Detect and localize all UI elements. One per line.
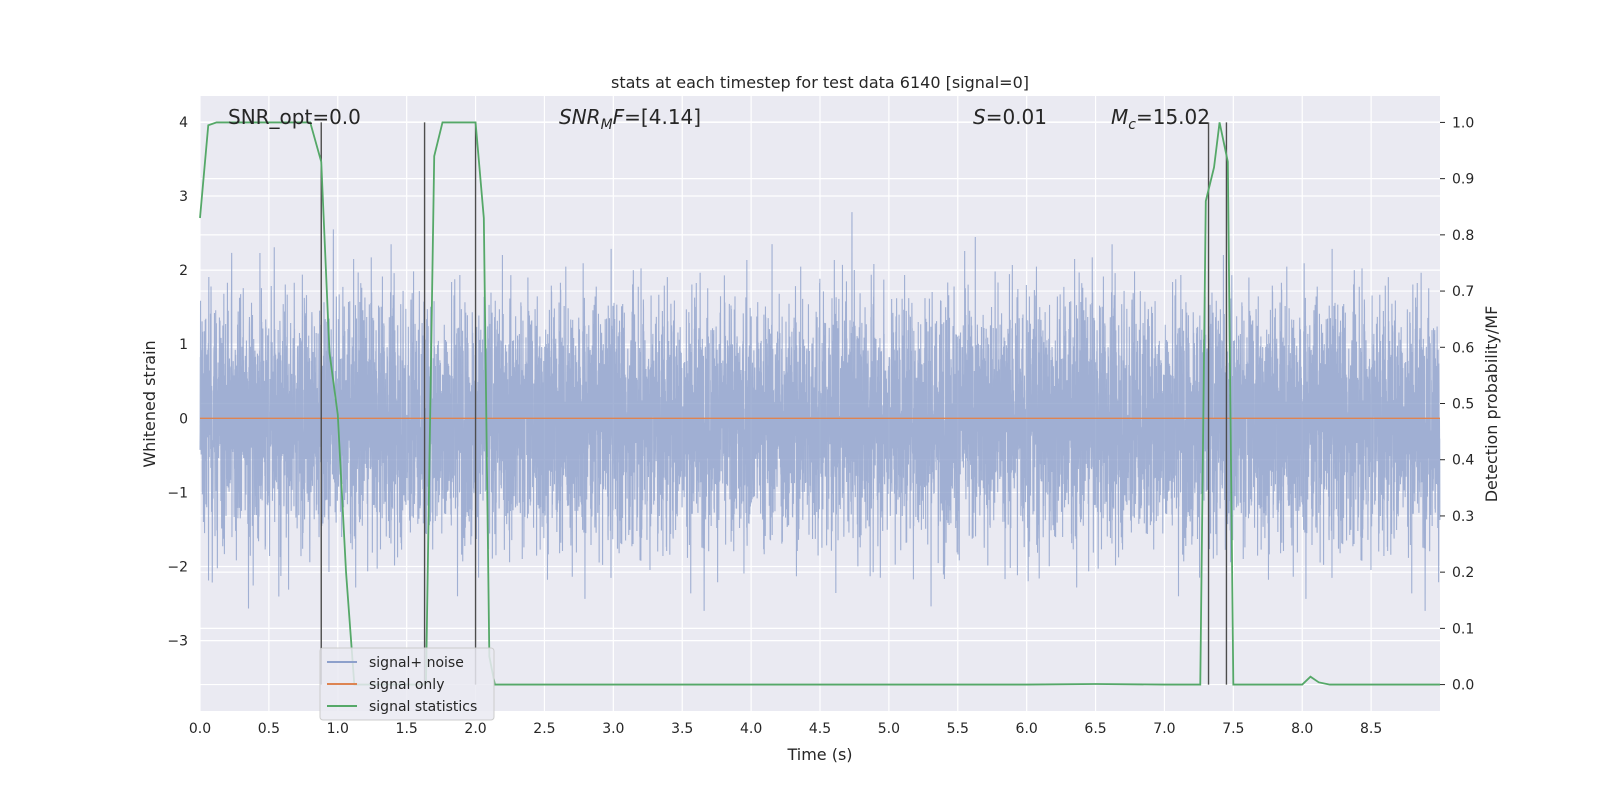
legend-box [319,647,495,721]
x-tick-label: 5.5 [947,721,969,737]
y-tick-label-right: 0.2 [1452,565,1474,581]
annotation-snr-mf-value: =[4.14] [624,105,701,129]
x-tick-label: 7.0 [1153,721,1175,737]
x-tick-label: 0.0 [189,721,211,737]
annotation-s-value: =0.01 [986,105,1047,129]
y-tick-label: 4 [179,115,188,131]
chart-title: stats at each timestep for test data 614… [611,73,1029,92]
x-tick-label: 8.5 [1360,721,1382,737]
x-tick-label: 1.0 [327,721,349,737]
signal-statistics-line [199,121,1440,686]
y-tick-label: 0 [179,411,188,427]
y-tick-label-right: 0.8 [1452,228,1474,244]
x-tick-label: 0.5 [258,721,280,737]
y-axis-label: Whitened strain [140,340,159,467]
y-tick-label-right: 0.5 [1452,397,1474,413]
legend-label-signal-statistics: signal statistics [369,699,477,715]
x-tick-label: 3.5 [671,721,693,737]
signal-statistics-series [199,121,1440,686]
x-tick-labels: 0.0 0.5 1.0 1.5 2.0 2.5 3.0 3.5 4.0 4.5 5.0 5.5 6.0 6… [189,721,1382,737]
y-tick-label-right: 0.6 [1452,340,1474,356]
x-tick-label: 6.5 [1084,721,1106,737]
signal-noise-series [199,212,1441,611]
annotation-snr-opt: SNR_opt=0.0 [228,105,361,129]
y-tick-label: 2 [179,263,188,279]
x-axis-label: Time (s) [786,745,852,764]
x-tick-label: 3.0 [602,721,624,737]
x-tick-label: 4.5 [809,721,831,737]
y-tick-label: 1 [179,337,188,353]
annotation-mc: Mc=15.02 [1111,105,1210,133]
annotation-s: S=0.01 [973,105,1047,129]
y-tick-label: −3 [167,634,188,650]
annotation-mc-value: =15.02 [1136,105,1210,129]
x-tick-label: 8.0 [1291,721,1313,737]
y-tick-label: −1 [167,485,188,501]
y-tick-label-right: 0.3 [1452,509,1474,525]
x-tick-label: 1.5 [396,721,418,737]
annotation-snr-mf: SNRMF=[4.14] [559,105,701,133]
x-tick-label: 4.0 [740,721,762,737]
y-tick-label: 3 [179,189,188,205]
x-tick-label: 2.0 [464,721,486,737]
x-tick-label: 2.5 [533,721,555,737]
vertical-markers [320,122,1228,685]
y-tick-label-right: 0.1 [1452,621,1474,637]
x-tick-label: 6.0 [1016,721,1038,737]
y-tick-label-right: 0.7 [1452,284,1474,300]
x-tick-label: 7.5 [1222,721,1244,737]
signal-noise-line [199,212,1441,611]
legend: signal+ noise signal only signal statist… [319,647,495,721]
y-axis-label-right: Detection probability/MF [1482,306,1501,503]
y-tick-labels-left: −3 −2 −1 0 1 2 3 4 [167,115,188,650]
y-tick-labels-right: 0.0 0.1 0.2 0.3 0.4 0.5 0.6 0.7 0.8 0.9 1.0 [1440,115,1474,694]
y-tick-label-right: 0.9 [1452,172,1474,188]
x-tick-label: 5.0 [878,721,900,737]
legend-label-signal-only: signal only [369,677,444,693]
y-tick-label: −2 [167,560,188,576]
y-tick-label-right: 0.0 [1452,678,1474,694]
legend-label-signal-noise: signal+ noise [369,655,464,671]
y-tick-label-right: 0.4 [1452,453,1474,469]
y-tick-label-right: 1.0 [1452,115,1474,131]
